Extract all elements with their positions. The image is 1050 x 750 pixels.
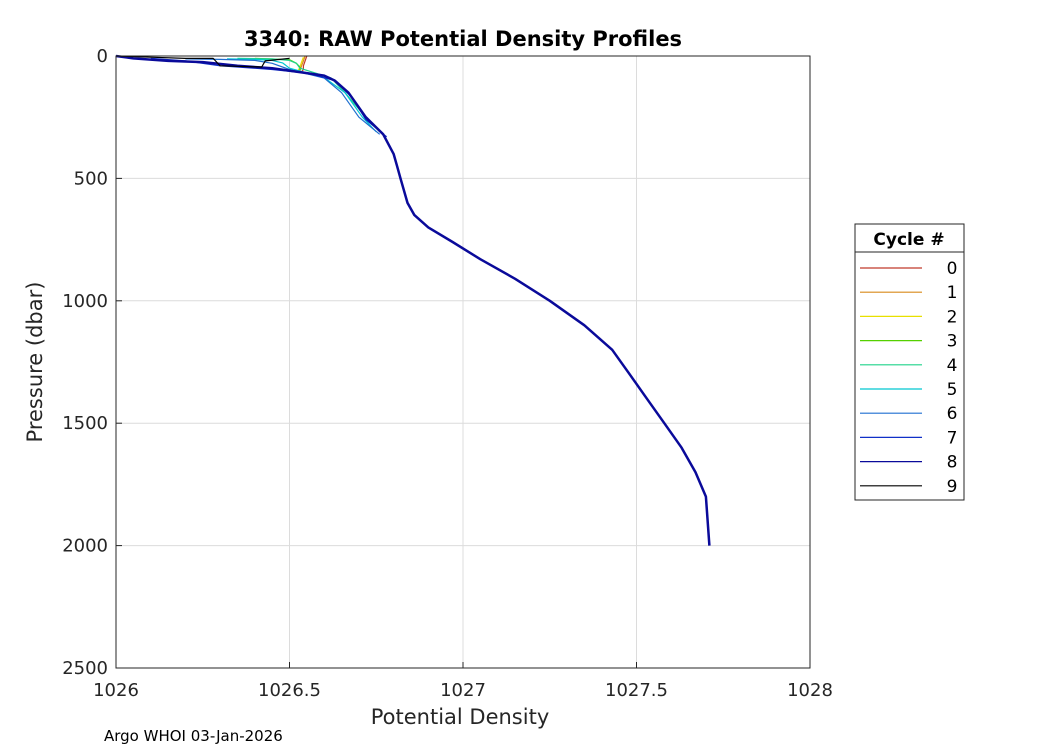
series-group — [115, 54, 711, 546]
legend-label-cycle-8: 8 — [947, 453, 958, 473]
legend-label-cycle-0: 0 — [947, 259, 958, 279]
series-line-cycle-0 — [301, 55, 308, 73]
series-line-cycle-5 — [226, 58, 377, 133]
chart-title: 3340: RAW Potential Density Profiles — [244, 27, 682, 51]
x-tick-label: 1026.5 — [258, 680, 321, 701]
x-tick-label: 1027 — [440, 680, 486, 701]
legend-label-cycle-9: 9 — [947, 477, 958, 497]
legend-label-cycle-1: 1 — [947, 283, 958, 303]
y-ticks: 0 500 1000 1500 2000 2500 — [62, 46, 122, 679]
legend-title: Cycle # — [873, 230, 944, 250]
legend: Cycle # 0 1 2 3 4 5 6 7 8 9 — [854, 223, 965, 501]
x-tick-label: 1028 — [787, 680, 833, 701]
grid — [116, 56, 810, 668]
y-tick-label: 500 — [74, 168, 108, 189]
y-tick-label: 2500 — [62, 658, 108, 679]
legend-items: 0 1 2 3 4 5 6 7 8 9 — [860, 259, 957, 497]
y-tick-label: 0 — [97, 46, 108, 67]
y-axis-label: Pressure (dbar) — [23, 282, 47, 443]
x-axis-label: Potential Density — [371, 705, 550, 729]
footer-credit: Argo WHOI 03-Jan-2026 — [104, 727, 283, 745]
x-tick-label: 1027.5 — [605, 680, 668, 701]
series-line-cycle-9 — [115, 55, 290, 68]
y-tick-label: 2000 — [62, 536, 108, 557]
legend-label-cycle-4: 4 — [947, 356, 958, 376]
x-ticks: 1026 1026.5 1027 1027.5 1028 — [93, 662, 833, 701]
legend-label-cycle-3: 3 — [947, 332, 958, 352]
series-line-cycle-8 — [115, 54, 711, 546]
y-tick-label: 1000 — [62, 291, 108, 312]
y-tick-label: 1500 — [62, 413, 108, 434]
legend-label-cycle-5: 5 — [947, 380, 958, 400]
x-tick-label: 1026 — [93, 680, 139, 701]
legend-label-cycle-6: 6 — [947, 404, 958, 424]
legend-box — [854, 223, 965, 501]
series-line-cycle-2 — [297, 56, 304, 71]
legend-label-cycle-7: 7 — [947, 428, 958, 448]
legend-label-cycle-2: 2 — [947, 307, 958, 327]
